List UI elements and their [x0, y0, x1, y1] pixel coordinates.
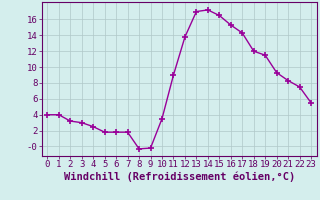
- X-axis label: Windchill (Refroidissement éolien,°C): Windchill (Refroidissement éolien,°C): [64, 172, 295, 182]
